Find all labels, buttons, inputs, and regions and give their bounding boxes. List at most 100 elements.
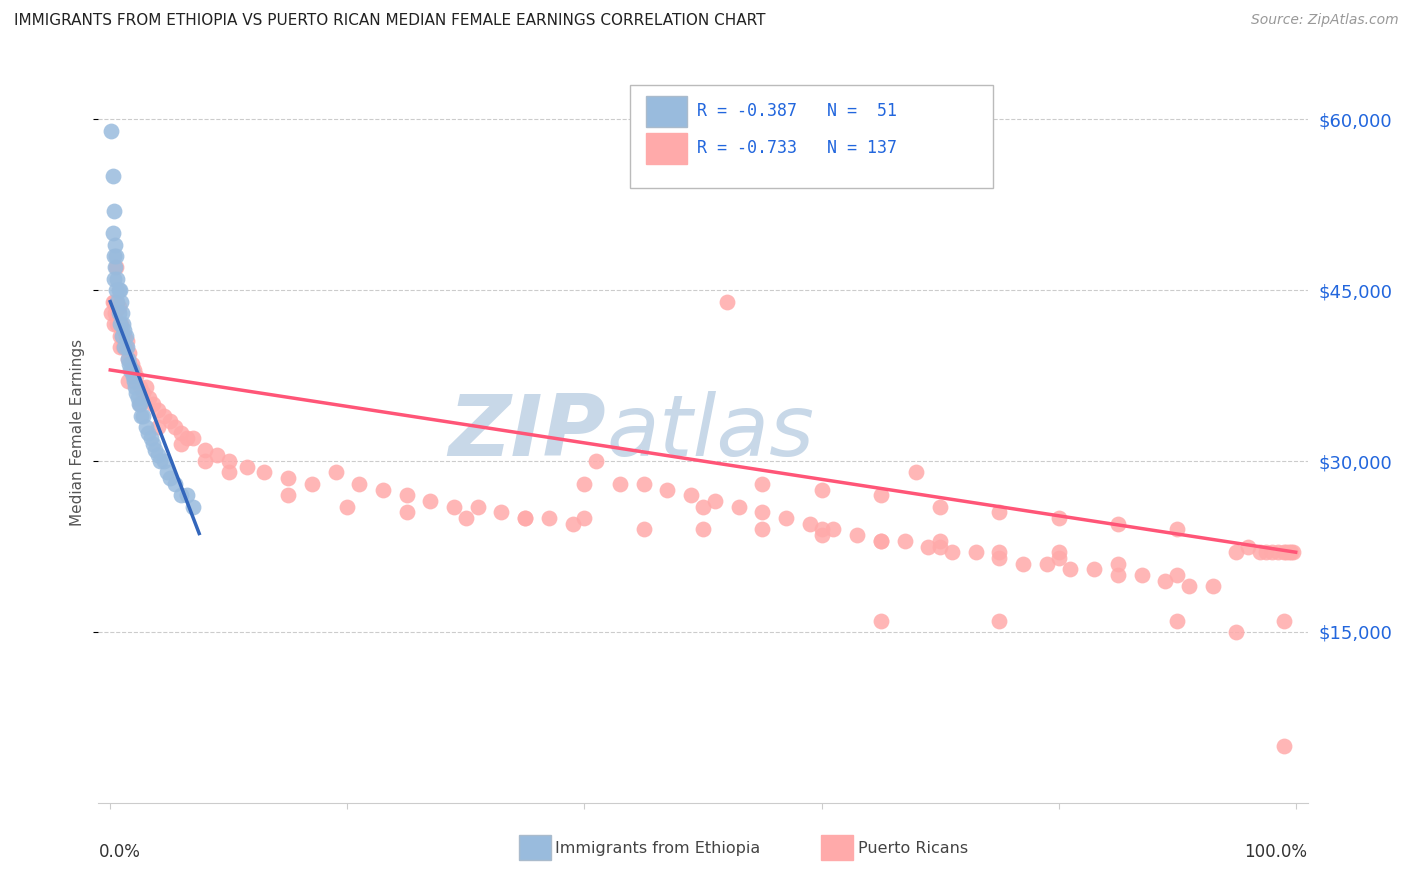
- Point: [681, 488, 703, 502]
- Point: [716, 294, 738, 309]
- Point: [121, 368, 143, 383]
- Point: [1279, 545, 1302, 559]
- Point: [1225, 545, 1247, 559]
- Point: [633, 476, 655, 491]
- Point: [103, 249, 125, 263]
- Point: [117, 351, 139, 366]
- Text: 0.0%: 0.0%: [98, 843, 141, 861]
- Point: [105, 294, 128, 309]
- Point: [118, 357, 141, 371]
- Point: [1166, 568, 1188, 582]
- Point: [301, 476, 323, 491]
- Point: [751, 476, 773, 491]
- Point: [395, 488, 418, 502]
- Point: [692, 523, 714, 537]
- Point: [103, 318, 125, 332]
- Point: [105, 260, 128, 275]
- Point: [988, 505, 1011, 519]
- Point: [129, 409, 152, 423]
- Point: [727, 500, 749, 514]
- Point: [170, 437, 193, 451]
- Point: [941, 545, 963, 559]
- Point: [491, 505, 513, 519]
- Point: [122, 375, 145, 389]
- Point: [118, 346, 141, 360]
- Point: [1036, 557, 1059, 571]
- Point: [127, 392, 149, 406]
- Point: [905, 466, 928, 480]
- Point: [104, 260, 127, 275]
- Point: [121, 357, 143, 371]
- Point: [105, 283, 128, 297]
- Point: [138, 392, 160, 406]
- Text: Source: ZipAtlas.com: Source: ZipAtlas.com: [1251, 13, 1399, 28]
- Point: [112, 340, 135, 354]
- Point: [823, 523, 845, 537]
- Point: [107, 306, 129, 320]
- Point: [105, 294, 128, 309]
- Point: [152, 454, 174, 468]
- Point: [176, 431, 198, 445]
- Y-axis label: Median Female Earnings: Median Female Earnings: [70, 339, 86, 526]
- Text: Immigrants from Ethiopia: Immigrants from Ethiopia: [555, 841, 761, 856]
- Point: [132, 409, 155, 423]
- Point: [181, 431, 204, 445]
- Point: [633, 523, 655, 537]
- Text: ZIP: ZIP: [449, 391, 606, 475]
- Point: [101, 294, 124, 309]
- Point: [117, 375, 139, 389]
- FancyBboxPatch shape: [647, 133, 688, 164]
- Point: [1282, 545, 1305, 559]
- Point: [1272, 739, 1295, 753]
- Point: [121, 363, 143, 377]
- Point: [1166, 614, 1188, 628]
- Point: [194, 454, 217, 468]
- Point: [115, 334, 138, 349]
- Point: [125, 368, 148, 383]
- Point: [101, 169, 124, 184]
- Point: [105, 272, 128, 286]
- Point: [117, 351, 139, 366]
- Point: [176, 488, 198, 502]
- Point: [1254, 545, 1277, 559]
- Point: [108, 318, 131, 332]
- Point: [277, 488, 299, 502]
- Point: [114, 328, 136, 343]
- Point: [1047, 550, 1070, 565]
- Point: [165, 420, 187, 434]
- Point: [149, 454, 172, 468]
- Point: [869, 533, 891, 548]
- Point: [112, 318, 135, 332]
- Point: [103, 294, 125, 309]
- Point: [1261, 545, 1284, 559]
- Text: 100.0%: 100.0%: [1244, 843, 1308, 861]
- Point: [143, 442, 166, 457]
- Point: [893, 533, 915, 548]
- Point: [152, 409, 174, 423]
- Point: [988, 614, 1011, 628]
- Point: [1272, 545, 1295, 559]
- Point: [1047, 545, 1070, 559]
- Point: [1272, 614, 1295, 628]
- Point: [165, 476, 187, 491]
- Point: [142, 437, 165, 451]
- Text: R = -0.733   N = 137: R = -0.733 N = 137: [697, 139, 897, 157]
- Point: [585, 454, 607, 468]
- Point: [125, 385, 148, 400]
- Point: [929, 540, 952, 554]
- Point: [1107, 557, 1129, 571]
- Point: [336, 500, 359, 514]
- Point: [128, 397, 150, 411]
- Point: [105, 249, 128, 263]
- Point: [1107, 568, 1129, 582]
- Point: [114, 323, 136, 337]
- Point: [810, 523, 832, 537]
- Point: [146, 420, 169, 434]
- Point: [609, 476, 631, 491]
- FancyBboxPatch shape: [647, 95, 688, 127]
- Point: [136, 425, 159, 440]
- Point: [1278, 545, 1301, 559]
- Point: [810, 483, 832, 497]
- Point: [371, 483, 394, 497]
- Point: [1012, 557, 1035, 571]
